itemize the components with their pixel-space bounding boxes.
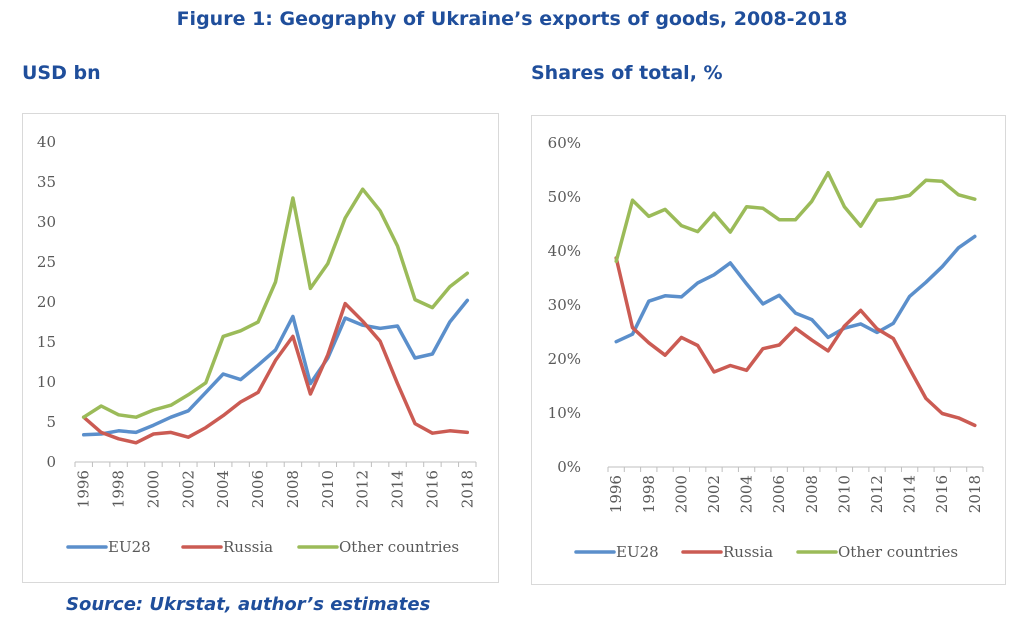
y-tick-label: 0% — [557, 458, 581, 476]
y-tick-label: 30% — [548, 296, 581, 314]
x-tick-label: 2002 — [705, 475, 723, 513]
x-tick-label: 1998 — [640, 475, 658, 513]
y-tick-label: 25 — [37, 253, 56, 271]
y-tick-label: 10% — [548, 404, 581, 422]
y-tick-label: 15 — [37, 333, 56, 351]
legend-label-other-countries: Other countries — [339, 538, 459, 556]
x-tick-label: 2014 — [901, 475, 919, 513]
y-tick-label: 35 — [37, 173, 56, 191]
x-tick-label: 1996 — [607, 475, 625, 513]
legend-label-russia: Russia — [723, 543, 773, 561]
series-line-eu28 — [614, 234, 977, 344]
source-note: Source: Ukrstat, author’s estimates — [66, 594, 431, 615]
y-tick-label: 50% — [548, 188, 581, 206]
x-tick-label: 2008 — [284, 470, 302, 508]
left-chart-frame: 0 5 10 15 20 25 30 35 40 1996 1998 2000 2002 2004 2006… — [22, 113, 499, 583]
right-panel-label: Shares of total, % — [531, 62, 723, 84]
x-tick-label: 2014 — [389, 470, 407, 508]
x-tick-label: 2006 — [249, 470, 267, 508]
y-tick-label: 40% — [548, 242, 581, 260]
y-tick-label: 20% — [548, 350, 581, 368]
x-tick-label: 2012 — [354, 470, 372, 508]
shares-chart: 0% 10% 20% 30% 40% 50% 60% 1996 1998 2000 2002 2004… — [548, 134, 984, 561]
x-tick-label: 1998 — [110, 470, 128, 508]
x-tick-label: 2018 — [966, 475, 984, 513]
y-tick-label: 40 — [37, 133, 56, 151]
x-tick-label: 2006 — [770, 475, 788, 513]
y-tick-label: 0 — [46, 453, 56, 471]
legend-label-eu28: EU28 — [108, 538, 151, 556]
series-line-russia — [81, 301, 470, 445]
legend-label-russia: Russia — [223, 538, 273, 556]
y-tick-label: 30 — [37, 213, 56, 231]
x-tick-label: 1996 — [75, 470, 93, 508]
x-tick-label: 2016 — [933, 475, 951, 513]
right-chart-frame: 0% 10% 20% 30% 40% 50% 60% 1996 1998 2000 2002 2004… — [531, 115, 1006, 585]
x-tick-label: 2000 — [672, 475, 690, 513]
x-tick-label: 2008 — [803, 475, 821, 513]
y-tick-label: 60% — [548, 134, 581, 152]
y-tick-label: 20 — [37, 293, 56, 311]
x-tick-label: 2000 — [144, 470, 162, 508]
figure-title: Figure 1: Geography of Ukraine’s exports… — [176, 8, 848, 30]
legend-label-eu28: EU28 — [616, 543, 659, 561]
x-tick-label: 2004 — [214, 470, 232, 508]
x-tick-label: 2012 — [868, 475, 886, 513]
y-tick-label: 5 — [46, 413, 56, 431]
series-line-other-countries — [81, 187, 470, 419]
legend-label-other-countries: Other countries — [838, 543, 958, 561]
left-panel-label: USD bn — [22, 62, 101, 84]
x-tick-label: 2004 — [738, 475, 756, 513]
x-tick-label: 2010 — [319, 470, 337, 508]
x-tick-label: 2002 — [179, 470, 197, 508]
series-line-russia — [614, 256, 977, 428]
usd-chart: 0 5 10 15 20 25 30 35 40 1996 1998 2000 2002 2004 2006… — [37, 133, 477, 556]
series-line-eu28 — [81, 298, 470, 437]
series-line-other-countries — [614, 170, 977, 264]
x-tick-label: 2010 — [835, 475, 853, 513]
y-tick-label: 10 — [37, 373, 56, 391]
x-tick-label: 2018 — [458, 470, 476, 508]
x-tick-label: 2016 — [423, 470, 441, 508]
